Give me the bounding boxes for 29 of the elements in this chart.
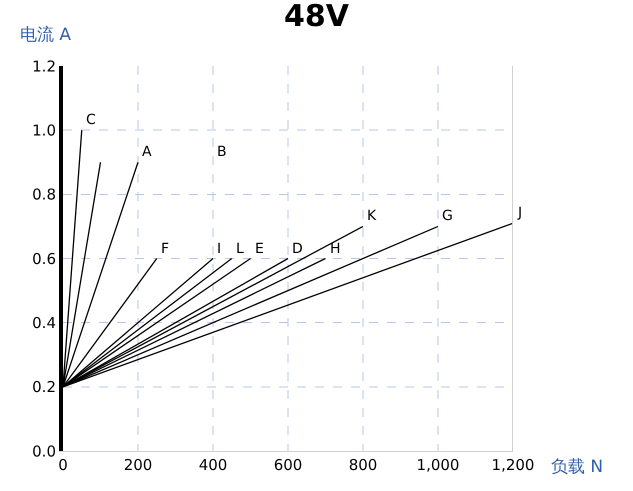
annotation: G [442, 208, 453, 224]
y-tick-label: 0.0 [32, 442, 56, 460]
y-tick-label: 0.4 [32, 314, 56, 332]
y-tick-label: 0.6 [32, 250, 56, 268]
annotation: E [255, 241, 264, 257]
annotation: I [217, 241, 222, 257]
y-tick-label: 1.0 [32, 121, 56, 140]
annotation: A [142, 144, 152, 160]
annotation: D [292, 241, 303, 257]
annotation: K [367, 208, 377, 224]
y-tick-label: 0.2 [32, 378, 56, 396]
annotation: F [161, 241, 170, 257]
y-axis-title: 电流 A [20, 25, 72, 45]
annotation: L [236, 241, 244, 257]
x-tick-label: 800 [348, 456, 378, 474]
x-axis-title: 负载 N [551, 457, 604, 477]
annotation: C [86, 112, 96, 128]
y-tick-label: 0.8 [32, 186, 56, 204]
annotation: J [517, 205, 522, 221]
annotation: B [217, 144, 227, 160]
x-tick-label: 600 [274, 456, 302, 474]
chart-title: 48V [284, 0, 350, 34]
x-tick-label: 200 [124, 456, 152, 474]
x-tick-label: 0 [58, 456, 68, 474]
annotation: H [330, 241, 341, 257]
y-tick-label: 1.2 [32, 57, 56, 76]
x-tick-label: 1,200 [492, 456, 534, 474]
x-tick-label: 1,000 [416, 456, 460, 474]
x-tick-label: 400 [198, 456, 228, 474]
